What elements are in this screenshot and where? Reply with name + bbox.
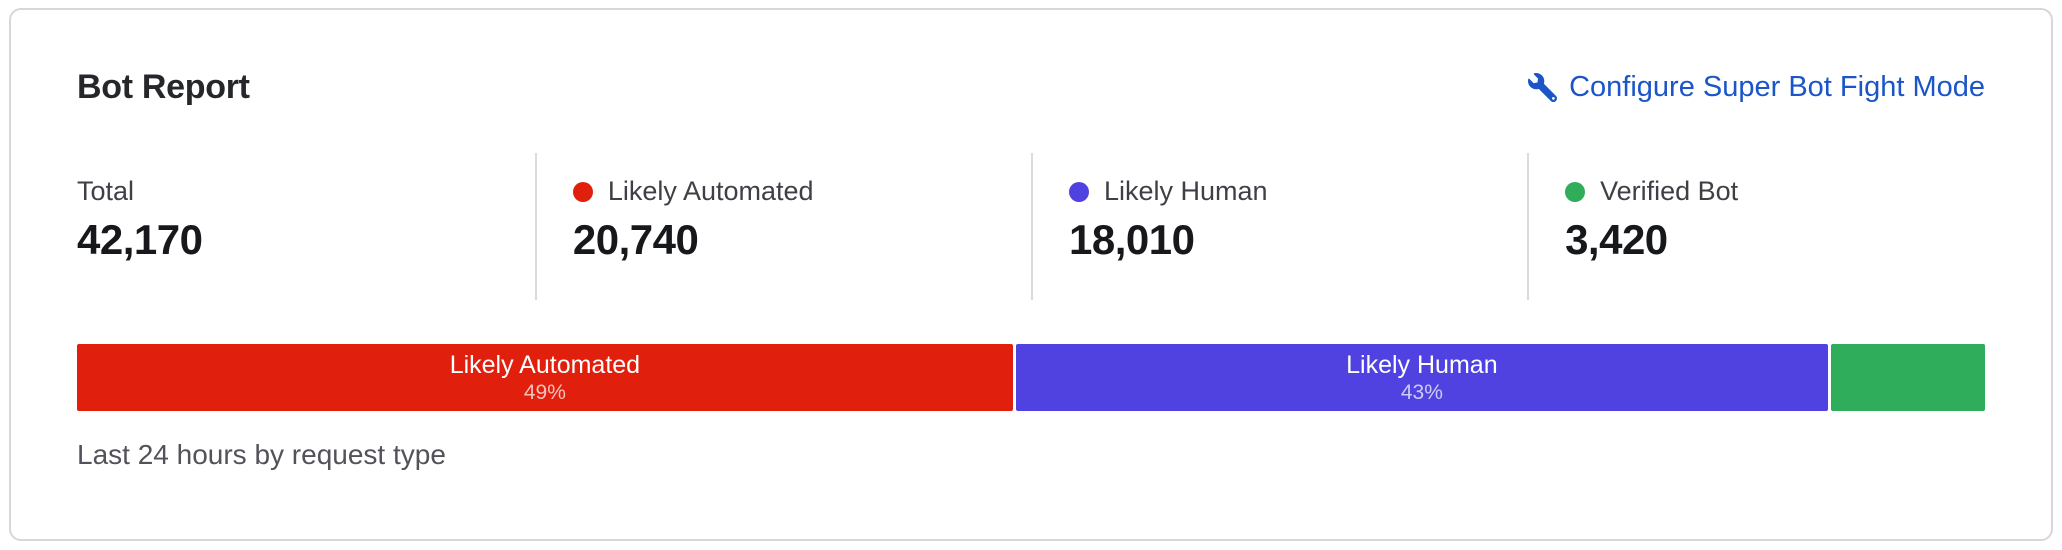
stat-verified-bot-label: Verified Bot — [1600, 176, 1739, 206]
card-header: Bot Report Configure Super Bot Fight Mod… — [77, 66, 1985, 108]
bar-segment-likely-automated-label: Likely Automated — [449, 351, 641, 379]
stat-verified-bot: Verified Bot 3,420 — [1527, 153, 1985, 300]
stat-likely-human-value: 18,010 — [1068, 216, 1195, 263]
stats-row: Total 42,170 Likely Automated 20,740 Lik… — [77, 153, 1985, 300]
bar-segment-likely-human-percent: 43% — [1400, 381, 1443, 404]
bar-segment-likely-human[interactable]: Likely Human 43% — [1015, 344, 1828, 411]
stat-likely-automated-value: 20,740 — [572, 216, 699, 263]
bar-footer-note: Last 24 hours by request type — [77, 439, 446, 470]
stat-likely-automated: Likely Automated 20,740 — [534, 153, 1031, 300]
wrench-icon — [1528, 72, 1558, 102]
stat-likely-human: Likely Human 18,010 — [1030, 153, 1527, 300]
stat-total: Total 42,170 — [77, 153, 535, 300]
configure-super-bot-fight-mode-link[interactable]: Configure Super Bot Fight Mode — [1528, 69, 1985, 105]
page-title: Bot Report — [77, 68, 250, 106]
stat-total-label: Total — [77, 176, 135, 206]
bar-segment-likely-human-label: Likely Human — [1346, 351, 1498, 379]
configure-link-label: Configure Super Bot Fight Mode — [1569, 71, 1985, 103]
bot-report-card: Bot Report Configure Super Bot Fight Mod… — [9, 8, 2053, 541]
bar-segment-verified-bot[interactable] — [1830, 344, 1985, 411]
stat-likely-human-label: Likely Human — [1103, 176, 1268, 206]
stat-likely-automated-label: Likely Automated — [607, 176, 814, 206]
likely-automated-dot-icon — [572, 181, 593, 202]
bar-segment-likely-automated[interactable]: Likely Automated 49% — [77, 344, 1013, 411]
bar-segment-likely-automated-percent: 49% — [523, 381, 566, 404]
stat-total-value: 42,170 — [77, 216, 203, 263]
stat-verified-bot-value: 3,420 — [1565, 216, 1668, 263]
likely-human-dot-icon — [1068, 181, 1089, 202]
bot-distribution-bar: Likely Automated 49% Likely Human 43% — [77, 344, 1985, 411]
verified-bot-dot-icon — [1565, 181, 1586, 202]
